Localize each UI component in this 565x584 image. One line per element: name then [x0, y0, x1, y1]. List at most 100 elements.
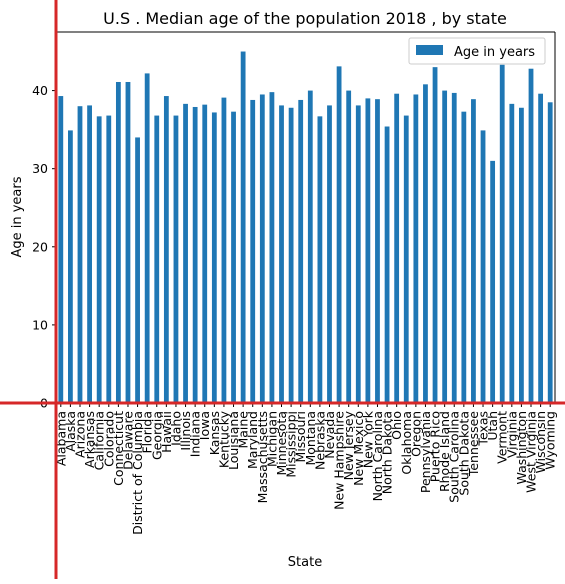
- legend-label: Age in years: [454, 45, 535, 60]
- y-tick-label: 30: [32, 161, 48, 176]
- bar: [432, 67, 438, 404]
- x-tick-label: New Jersey: [341, 410, 356, 480]
- bar: [327, 105, 332, 404]
- bar: [317, 116, 323, 403]
- bar: [87, 105, 92, 404]
- x-tick-label: Florida: [140, 411, 155, 454]
- bar: [413, 94, 419, 403]
- legend: Age in years: [408, 37, 546, 65]
- x-tick-labels: AlabamaAlaskaArizonaArkansasCaliforniaCo…: [53, 403, 558, 535]
- x-tick-label: Colorado: [101, 411, 116, 467]
- legend-frame: [408, 37, 546, 65]
- bar: [250, 99, 256, 403]
- bar: [135, 137, 140, 403]
- bar: [346, 90, 352, 403]
- bar: [403, 115, 409, 403]
- x-tick-label: Utah: [485, 411, 500, 441]
- x-tick-label: Georgia: [149, 411, 164, 460]
- x-tick-label: West Virginia: [524, 411, 539, 493]
- bar: [288, 107, 294, 403]
- bar: [442, 90, 448, 403]
- y-axis-title: Age in years: [10, 176, 25, 257]
- x-tick-label: Minnesota: [274, 411, 289, 476]
- y-tick-label: 10: [32, 317, 48, 332]
- bar: [423, 84, 428, 403]
- x-tick-label: Wisconsin: [533, 411, 548, 473]
- bar: [221, 97, 227, 404]
- y-tick-label: 40: [32, 83, 48, 98]
- bar: [96, 116, 102, 403]
- x-tick-label: New Mexico: [351, 411, 366, 486]
- x-tick-label: Massachusetts: [255, 411, 270, 503]
- x-tick-label: Oregon: [408, 411, 423, 457]
- x-tick-label: Rhode Island: [437, 411, 452, 492]
- bar: [163, 96, 169, 404]
- x-tick-label: Louisiana: [226, 411, 241, 470]
- x-tick-label: Arizona: [72, 411, 87, 458]
- x-tick-label: Kansas: [207, 411, 222, 455]
- bar: [519, 107, 524, 403]
- x-tick-label: Ohio: [389, 411, 404, 440]
- bar: [125, 81, 131, 404]
- bars-layer: [58, 51, 553, 404]
- x-tick-label: Pennsylvania: [418, 411, 433, 493]
- bar: [461, 111, 467, 404]
- x-tick-label: Iowa: [197, 411, 212, 440]
- bar: [528, 68, 534, 404]
- bar: [509, 103, 515, 404]
- x-tick-label: South Carolina: [447, 411, 462, 503]
- x-tick-label: North Carolina: [370, 411, 385, 501]
- legend-swatch: [416, 45, 443, 55]
- x-tick-label: Tennessee: [466, 411, 481, 477]
- bar: [298, 99, 304, 403]
- bar: [77, 106, 83, 403]
- bar: [471, 99, 476, 404]
- bar: [279, 105, 284, 404]
- bar: [336, 66, 342, 404]
- x-tick-label: Hawaii: [159, 411, 174, 453]
- x-tick-label: Connecticut: [111, 411, 126, 486]
- bar: [490, 160, 496, 403]
- bar: [231, 111, 236, 404]
- bar: [106, 115, 112, 403]
- bar: [384, 126, 390, 403]
- x-tick-label: Mississippi: [284, 411, 299, 478]
- bar: [240, 51, 246, 403]
- bar: [259, 94, 265, 403]
- bar: [547, 102, 553, 403]
- x-tick-label: Kentucky: [216, 410, 231, 468]
- x-tick-label: Maine: [236, 411, 251, 449]
- bar: [173, 115, 179, 403]
- x-tick-label: Puerto Rico: [428, 411, 443, 482]
- bar: [375, 99, 380, 404]
- bar: [202, 104, 208, 403]
- x-tick-label: North Dakota: [380, 411, 395, 494]
- bar: [115, 81, 121, 404]
- x-tick-label: Nevada: [322, 411, 337, 459]
- x-tick-label: Missouri: [293, 411, 308, 462]
- x-tick-label: Indiana: [188, 411, 203, 457]
- x-tick-label: Illinois: [178, 411, 193, 451]
- x-tick-label: Texas: [476, 411, 491, 447]
- x-tick-label: Virginia: [504, 411, 519, 458]
- bar: [183, 103, 188, 404]
- x-tick-label: New York: [360, 410, 375, 468]
- x-tick-label: South Dakota: [456, 411, 471, 496]
- bar: [499, 64, 505, 404]
- x-tick-label: Washington: [514, 411, 529, 484]
- y-tick-labels: 010203040: [32, 83, 56, 411]
- bar: [480, 130, 486, 403]
- x-tick-label: Oklahoma: [399, 411, 414, 475]
- x-tick-label: Maryland: [245, 411, 260, 469]
- bar: [211, 112, 217, 403]
- bar: [68, 130, 73, 403]
- bar: [538, 93, 544, 403]
- x-tick-label: New Hampshire: [332, 411, 347, 510]
- chart-title: U.S . Median age of the population 2018 …: [103, 9, 507, 28]
- bar: [58, 96, 64, 404]
- x-tick-label: Wyoming: [543, 411, 558, 470]
- x-tick-label: Nebraska: [312, 411, 327, 470]
